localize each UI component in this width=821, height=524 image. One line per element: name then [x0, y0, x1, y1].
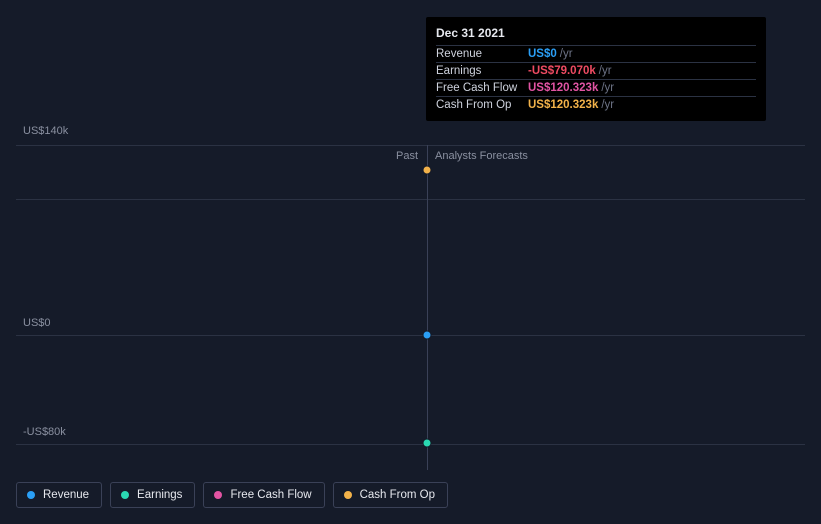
gridline: [16, 444, 805, 445]
data-point-revenue[interactable]: [423, 331, 432, 340]
legend-item-label: Earnings: [137, 489, 182, 501]
legend-item-label: Free Cash Flow: [230, 489, 311, 501]
divider-line: [427, 145, 428, 470]
legend-item-revenue[interactable]: Revenue: [16, 482, 102, 508]
tooltip-row-label: Revenue: [436, 48, 528, 60]
legend-item-label: Revenue: [43, 489, 89, 501]
y-axis-label: US$0: [23, 317, 51, 329]
tooltip-row-unit: /yr: [599, 65, 612, 77]
gridline: [16, 145, 805, 146]
gridline: [16, 199, 805, 200]
tooltip-row-earnings: Earnings-US$79.070k/yr: [436, 63, 756, 80]
chart-tooltip: Dec 31 2021 RevenueUS$0/yrEarnings-US$79…: [426, 17, 766, 121]
chart-legend: Revenue Earnings Free Cash Flow Cash From O…: [16, 482, 448, 508]
tooltip-row-cashFromOp: Cash From OpUS$120.323k/yr: [436, 97, 756, 113]
tooltip-date: Dec 31 2021: [436, 23, 756, 46]
section-label-past: Past: [396, 150, 418, 162]
legend-item-freeCashFlow[interactable]: Free Cash Flow: [203, 482, 324, 508]
y-axis-label: -US$80k: [23, 426, 66, 438]
legend-item-earnings[interactable]: Earnings: [110, 482, 195, 508]
data-point-earnings[interactable]: [423, 439, 432, 448]
data-point-cashFromOp[interactable]: [423, 166, 432, 175]
legend-swatch-icon: [344, 491, 352, 499]
tooltip-row-value: US$0: [528, 48, 557, 60]
tooltip-row-label: Earnings: [436, 65, 528, 77]
tooltip-row-freeCashFlow: Free Cash FlowUS$120.323k/yr: [436, 80, 756, 97]
tooltip-row-unit: /yr: [560, 48, 573, 60]
legend-item-label: Cash From Op: [360, 489, 435, 501]
legend-swatch-icon: [121, 491, 129, 499]
tooltip-row-value: US$120.323k: [528, 82, 598, 94]
tooltip-row-revenue: RevenueUS$0/yr: [436, 46, 756, 63]
gridline: [16, 335, 805, 336]
tooltip-row-unit: /yr: [601, 99, 614, 111]
section-label-forecasts: Analysts Forecasts: [435, 150, 528, 162]
tooltip-row-value: -US$79.070k: [528, 65, 596, 77]
tooltip-row-unit: /yr: [601, 82, 614, 94]
legend-swatch-icon: [214, 491, 222, 499]
legend-swatch-icon: [27, 491, 35, 499]
tooltip-row-value: US$120.323k: [528, 99, 598, 111]
tooltip-row-label: Free Cash Flow: [436, 82, 528, 94]
legend-item-cashFromOp[interactable]: Cash From Op: [333, 482, 448, 508]
tooltip-row-label: Cash From Op: [436, 99, 528, 111]
y-axis-label: US$140k: [23, 125, 68, 137]
